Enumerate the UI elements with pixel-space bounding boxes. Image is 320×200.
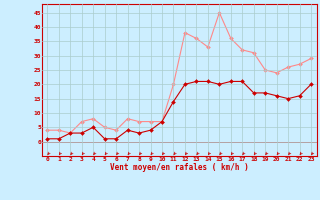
X-axis label: Vent moyen/en rafales ( km/h ): Vent moyen/en rafales ( km/h ): [110, 163, 249, 172]
